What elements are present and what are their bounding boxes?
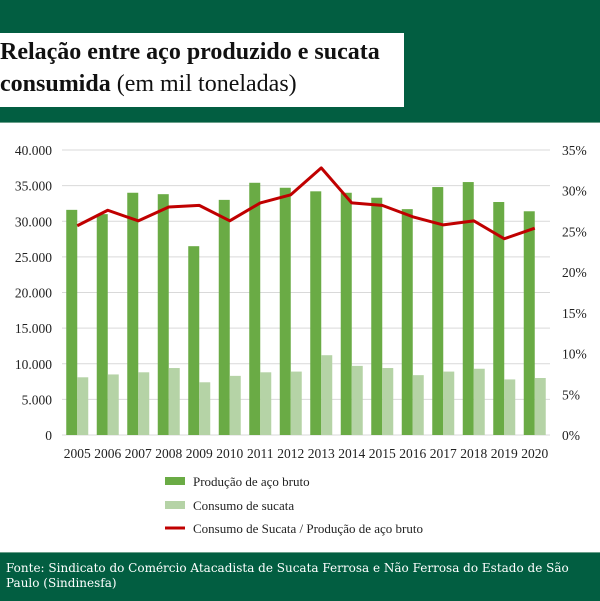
bar-production (279, 187, 291, 435)
x-tick-label: 2016 (399, 446, 426, 461)
bar-scrap (260, 372, 272, 435)
bar-production (188, 246, 200, 435)
bar-production (96, 214, 108, 435)
bar-scrap (351, 365, 363, 435)
chart-title-line2: consumida (em mil toneladas) (0, 71, 297, 98)
x-tick-label: 2009 (186, 446, 213, 461)
chart: 0 5.000 10.000 15.000 20.000 25.000 30.000 35.0… (15, 143, 587, 536)
bar-production (432, 187, 444, 435)
bar-scrap (107, 374, 119, 435)
x-tick-label: 2014 (338, 446, 365, 461)
legend-label-production: Produção de aço bruto (193, 474, 310, 489)
x-tick-label: 2008 (155, 446, 182, 461)
y2-tick-label: 20% (562, 265, 587, 280)
y2-tick-label: 10% (562, 347, 587, 362)
bar-production (462, 182, 474, 435)
bar-production (340, 192, 352, 435)
bar-scrap (412, 375, 424, 435)
y-tick-label: 10.000 (15, 357, 52, 372)
bar-scrap (382, 368, 394, 435)
bar-scrap (229, 375, 241, 435)
x-tick-label: 2013 (308, 446, 335, 461)
x-tick-label: 2019 (491, 446, 518, 461)
x-tick-label: 2007 (125, 446, 152, 461)
x-tick-label: 2006 (94, 446, 121, 461)
y-tick-label: 30.000 (15, 214, 52, 229)
y-tick-label: 25.000 (15, 250, 52, 265)
chart-title-line1: Relação entre aço produzido e sucata (0, 39, 380, 65)
y2-tick-label: 35% (562, 143, 587, 158)
bar-scrap (168, 368, 180, 435)
x-tick-label: 2005 (64, 446, 91, 461)
legend-label-scrap: Consumo de sucata (193, 498, 294, 513)
bar-production (249, 182, 261, 435)
bar-production (127, 192, 139, 435)
bar-scrap (138, 372, 150, 435)
bar-production (157, 194, 169, 435)
y-tick-label: 15.000 (15, 321, 52, 336)
bar-scrap (504, 379, 516, 435)
y2-tick-label: 25% (562, 224, 587, 239)
y2-tick-label: 5% (562, 387, 580, 402)
y-tick-label: 35.000 (15, 179, 52, 194)
bar-scrap (199, 382, 211, 435)
title-box: Relação entre aço produzido e sucata con… (0, 33, 404, 107)
bar-scrap (290, 371, 302, 435)
y-tick-label: 5.000 (22, 392, 53, 407)
y-tick-label: 0 (45, 428, 52, 443)
bar-production (371, 197, 383, 435)
legend-swatch-scrap (165, 501, 185, 509)
x-tick-label: 2020 (521, 446, 548, 461)
x-tick-label: 2018 (460, 446, 487, 461)
legend-swatch-production (165, 477, 185, 485)
footer-band: Fonte: Sindicato do Comércio Atacadista … (0, 552, 600, 601)
x-tick-label: 2017 (430, 446, 457, 461)
legend-label-ratio: Consumo de Sucata / Produção de aço brut… (193, 521, 423, 536)
chart-title-bold: consumida (0, 71, 111, 97)
source-text: Fonte: Sindicato do Comércio Atacadista … (6, 561, 569, 590)
y2-tick-label: 0% (562, 428, 580, 443)
x-tick-label: 2010 (216, 446, 243, 461)
header-band: Relação entre aço produzido e sucata con… (0, 0, 600, 123)
bar-production (493, 202, 505, 435)
y-tick-label: 20.000 (15, 286, 52, 301)
y2-tick-label: 15% (562, 306, 587, 321)
bar-scrap (321, 355, 333, 435)
chart-title-unit: (em mil toneladas) (116, 71, 297, 97)
x-tick-label: 2012 (277, 446, 304, 461)
y2-tick-label: 30% (562, 184, 587, 199)
bar-scrap (473, 368, 485, 435)
y-tick-label: 40.000 (15, 143, 52, 158)
bar-production (401, 209, 413, 435)
line-ratio (76, 166, 536, 241)
x-tick-label: 2015 (369, 446, 396, 461)
bar-scrap (77, 377, 89, 435)
x-tick-label: 2011 (247, 446, 274, 461)
bar-production (218, 199, 230, 435)
bar-scrap (534, 378, 546, 435)
bar-production (523, 211, 535, 435)
bar-production (310, 191, 322, 435)
bar-production (66, 209, 78, 435)
bar-scrap (443, 371, 455, 435)
